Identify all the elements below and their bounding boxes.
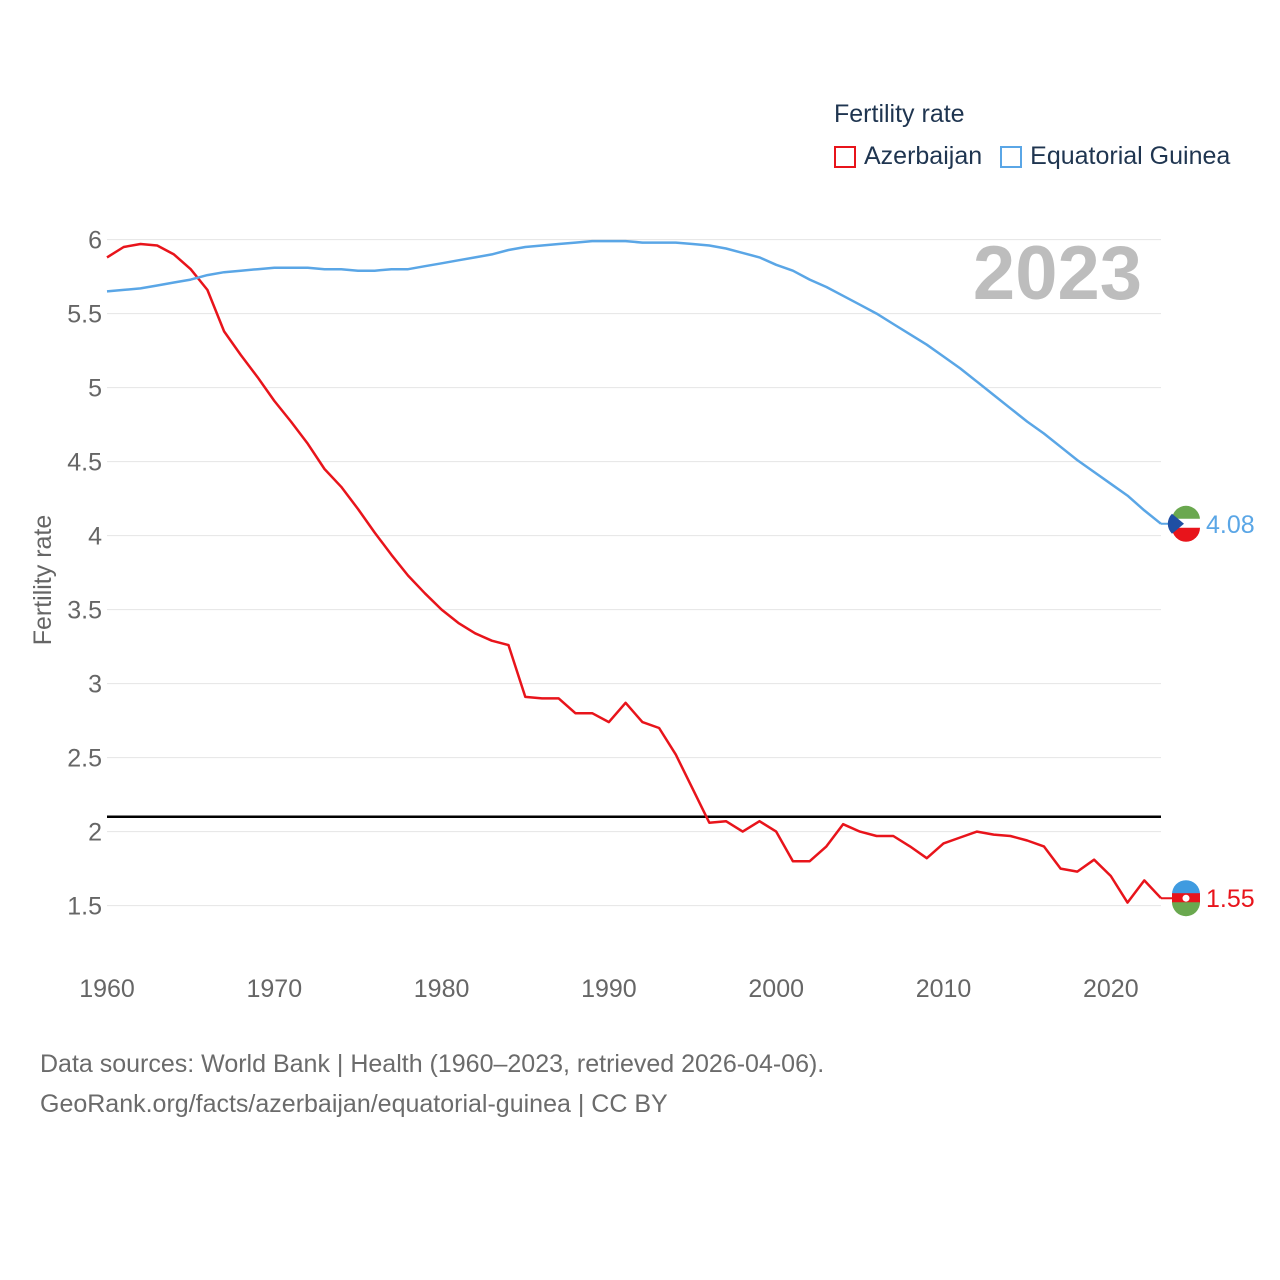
flag-band-green [1172,505,1200,520]
y-tick-label: 5 [88,375,102,403]
y-tick-label: 4 [88,523,102,551]
y-tick-label: 4.5 [67,449,102,477]
flag-band-red [1172,527,1200,542]
y-tick-label: 6 [88,227,102,255]
flag-triangle [1167,513,1184,534]
y-tick-label: 5.5 [67,301,102,329]
x-tick-label: 1960 [79,975,135,1003]
y-axis-label: Fertility rate [29,515,57,646]
legend-swatch-azerbaijan [834,145,856,168]
y-tick-label: 3 [88,671,102,699]
flag-band-green [1172,902,1200,917]
legend-label-equatorial-guinea: Equatorial Guinea [1030,142,1231,170]
y-tick-label: 1.5 [67,893,102,921]
y-tick-label: 2.5 [67,745,102,773]
x-tick-label: 1980 [414,975,470,1003]
legend: Azerbaijan Equatorial Guinea [834,142,1248,171]
source-note: Data sources: World Bank | Health (1960–… [40,1044,824,1124]
y-tick-label: 3.5 [67,597,102,625]
year-label: 2023 [972,231,1142,316]
x-tick-label: 2020 [1083,975,1139,1003]
legend-item-azerbaijan[interactable]: Azerbaijan [834,142,982,171]
flag-band-white [1172,518,1200,529]
series-end-label-equatorial-guinea: 4.08 [1206,511,1255,539]
legend-title: Fertility rate [834,100,965,128]
series-end-label-azerbaijan: 1.55 [1206,885,1255,913]
x-tick-label: 1990 [581,975,637,1003]
y-tick-label: 2 [88,819,102,847]
x-tick-label: 2000 [748,975,804,1003]
source-line-1: Data sources: World Bank | Health (1960–… [40,1050,825,1078]
legend-item-equatorial-guinea[interactable]: Equatorial Guinea [1000,142,1230,171]
flag-band-blue [1172,880,1200,895]
series-line-equatorial-guinea [106,239,1162,525]
x-tick-label: 1970 [246,975,302,1003]
legend-label-azerbaijan: Azerbaijan [864,142,983,170]
series-line-azerbaijan [106,242,1162,904]
x-tick-label: 2010 [916,975,972,1003]
flag-crescent [1182,894,1190,902]
source-line-2: GeoRank.org/facts/azerbaijan/equatorial-… [40,1090,668,1118]
legend-swatch-equatorial-guinea [1000,145,1023,168]
